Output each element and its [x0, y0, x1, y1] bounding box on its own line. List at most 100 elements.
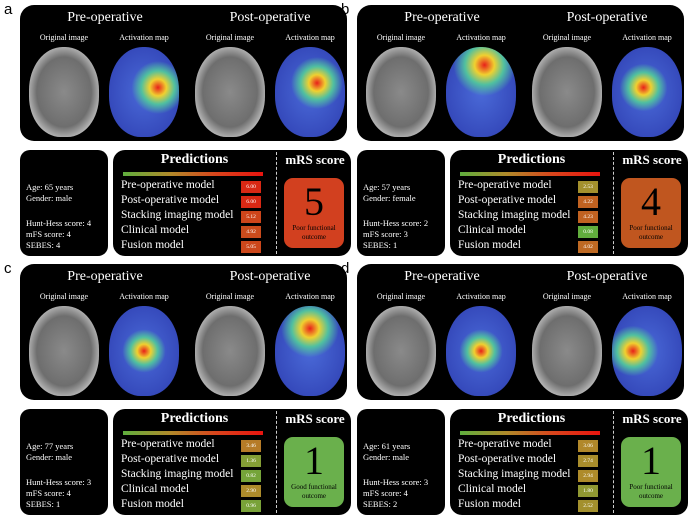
hunt-hess-score: Hunt-Hess score: 4: [26, 218, 92, 228]
age: Age: 65 years: [26, 182, 74, 192]
original-image-label: Original image: [39, 292, 89, 301]
panel-letter: c: [4, 260, 12, 277]
model-label: Post-operative model: [121, 194, 220, 206]
activation-map-image: [275, 47, 345, 137]
mfs-score: mFS score: 4: [26, 229, 71, 239]
mrs-score-box: 5 Poor functional outcome: [284, 178, 344, 248]
model-label: Post-operative model: [458, 453, 557, 465]
mrs-score-title: mRS score: [285, 411, 345, 426]
mrs-score-value: 5: [304, 179, 324, 224]
color-scale-bar: [460, 172, 600, 176]
activation-map-image: [612, 306, 682, 396]
model-label: Pre-operative model: [121, 179, 215, 191]
image-box: Pre-operative Post-operative Original ima…: [357, 264, 684, 400]
mrs-score-value: 1: [641, 438, 661, 483]
ct-scan-image: [366, 47, 436, 137]
predictions-box: Predictions mRS score Pre-operative model…: [450, 409, 688, 515]
divider: [276, 411, 277, 513]
age: Age: 77 years: [26, 441, 74, 451]
model-label: Fusion model: [458, 239, 521, 251]
predictions-title: Predictions: [160, 152, 229, 167]
model-label: Stacking imaging model: [458, 209, 571, 221]
model-label: Clinical model: [458, 224, 527, 236]
prediction-value: 0.96: [241, 500, 261, 512]
model-label: Pre-operative model: [121, 438, 215, 450]
gender: Gender: female: [363, 193, 416, 203]
divider: [613, 152, 614, 254]
prediction-value: 1.36: [241, 455, 261, 467]
activation-map-label: Activation map: [119, 292, 169, 301]
model-label: Stacking imaging model: [458, 468, 571, 480]
hunt-hess-score: Hunt-Hess score: 3: [26, 477, 92, 487]
hunt-hess-score: Hunt-Hess score: 3: [363, 477, 429, 487]
prediction-value: 4.22: [578, 196, 598, 208]
activation-map-label: Activation map: [622, 33, 672, 42]
prediction-value: 0.08: [578, 226, 598, 238]
activation-map-label: Activation map: [119, 33, 169, 42]
pre-operative-heading: Pre-operative: [67, 269, 143, 284]
model-label: Post-operative model: [121, 453, 220, 465]
predictions-box: Predictions mRS score Pre-operative model…: [113, 409, 351, 515]
mrs-score-value: 4: [641, 179, 661, 224]
divider: [613, 411, 614, 513]
color-scale-bar: [123, 431, 263, 435]
activation-map-label: Activation map: [622, 292, 672, 301]
prediction-value: 5.12: [241, 211, 261, 223]
predictions-title: Predictions: [160, 411, 229, 426]
predictions-box: Predictions mRS score Pre-operative model…: [113, 150, 351, 256]
patient-info-box: Age: 65 years Gender: male Hunt-Hess sco…: [20, 150, 108, 256]
model-label: Post-operative model: [458, 194, 557, 206]
panel-d: d Pre-operative Post-operative Original i…: [341, 260, 690, 518]
patient-info-box: Age: 57 years Gender: female Hunt-Hess s…: [357, 150, 445, 256]
gender: Gender: male: [26, 452, 73, 462]
prediction-value: 0.82: [241, 470, 261, 482]
activation-map-label: Activation map: [456, 33, 506, 42]
mrs-score-title: mRS score: [285, 152, 345, 167]
activation-map-label: Activation map: [285, 33, 335, 42]
post-operative-heading: Post-operative: [566, 269, 648, 284]
mrs-score-title: mRS score: [622, 152, 682, 167]
divider: [276, 152, 277, 254]
panel-letter: b: [341, 1, 350, 18]
mrs-score-box: 1 Good functional outcome: [284, 437, 344, 507]
sebes-score: SEBES: 4: [26, 240, 61, 250]
prediction-value: 4.92: [241, 226, 261, 238]
panel-b: b Pre-operative Post-operative Original i…: [341, 1, 690, 259]
model-label: Fusion model: [121, 239, 184, 251]
color-scale-bar: [460, 431, 600, 435]
prediction-value: 2.74: [578, 455, 598, 467]
original-image-label: Original image: [376, 33, 426, 42]
original-image-label: Original image: [39, 33, 89, 42]
ct-scan-image: [195, 47, 265, 137]
prediction-value: 2.94: [578, 470, 598, 482]
gender: Gender: male: [363, 452, 410, 462]
model-label: Pre-operative model: [458, 438, 552, 450]
original-image-label: Original image: [542, 33, 592, 42]
age: Age: 57 years: [363, 182, 411, 192]
post-operative-heading: Post-operative: [566, 10, 648, 25]
sebes-score: SEBES: 2: [363, 499, 398, 509]
outcome-label: Poor functional outcome: [629, 224, 673, 241]
image-box: Pre-operative Post-operative Original ima…: [20, 264, 347, 400]
panel-c: c Pre-operative Post-operative Original i…: [4, 260, 353, 518]
original-image-label: Original image: [205, 33, 255, 42]
hunt-hess-score: Hunt-Hess score: 2: [363, 218, 429, 228]
activation-map-label: Activation map: [285, 292, 335, 301]
prediction-value: 4.23: [578, 211, 598, 223]
prediction-value: 2.90: [241, 485, 261, 497]
prediction-value: 6.00: [241, 181, 261, 193]
prediction-value: 6.00: [241, 196, 261, 208]
outcome-label: Poor functional outcome: [629, 483, 673, 500]
post-operative-heading: Post-operative: [229, 269, 311, 284]
pre-operative-heading: Pre-operative: [67, 10, 143, 25]
model-label: Clinical model: [121, 224, 190, 236]
prediction-value: 3.46: [241, 440, 261, 452]
sebes-score: SEBES: 1: [26, 499, 61, 509]
model-label: Clinical model: [458, 483, 527, 495]
prediction-value: 2.52: [578, 500, 598, 512]
model-label: Clinical model: [121, 483, 190, 495]
activation-map-label: Activation map: [456, 292, 506, 301]
pre-operative-heading: Pre-operative: [404, 10, 480, 25]
predictions-box: Predictions mRS score Pre-operative model…: [450, 150, 688, 256]
activation-map-image: [612, 47, 682, 137]
